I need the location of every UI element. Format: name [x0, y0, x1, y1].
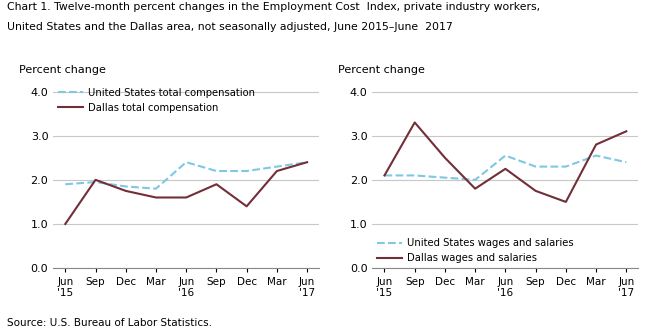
Dallas total compensation — [61, 222, 69, 226]
United States wages and salaries — [411, 173, 419, 177]
Dallas total compensation — [182, 196, 190, 200]
United States wages and salaries — [592, 154, 600, 158]
United States total compensation — [92, 180, 100, 184]
United States total compensation — [152, 187, 160, 191]
Dallas wages and salaries — [380, 173, 388, 177]
Dallas wages and salaries — [471, 187, 479, 191]
United States total compensation — [273, 165, 281, 168]
Dallas total compensation — [92, 178, 100, 182]
Line: Dallas total compensation: Dallas total compensation — [65, 162, 307, 224]
United States total compensation — [122, 184, 130, 188]
Legend: United States total compensation, Dallas total compensation: United States total compensation, Dallas… — [59, 88, 255, 113]
Line: United States wages and salaries: United States wages and salaries — [384, 156, 626, 180]
Dallas wages and salaries — [441, 156, 449, 160]
Dallas total compensation — [273, 169, 281, 173]
Legend: United States wages and salaries, Dallas wages and salaries: United States wages and salaries, Dallas… — [378, 238, 574, 263]
Text: United States and the Dallas area, not seasonally adjusted, June 2015–June  2017: United States and the Dallas area, not s… — [7, 22, 452, 31]
United States wages and salaries — [380, 173, 388, 177]
United States total compensation — [243, 169, 251, 173]
Text: Chart 1. Twelve-month percent changes in the Employment Cost  Index, private ind: Chart 1. Twelve-month percent changes in… — [7, 2, 540, 12]
United States wages and salaries — [441, 176, 449, 180]
United States total compensation — [61, 182, 69, 186]
Dallas wages and salaries — [592, 143, 600, 147]
Dallas wages and salaries — [562, 200, 570, 204]
Dallas total compensation — [152, 196, 160, 200]
Dallas wages and salaries — [501, 167, 509, 171]
Dallas total compensation — [303, 160, 311, 164]
Line: United States total compensation: United States total compensation — [65, 162, 307, 189]
United States wages and salaries — [562, 165, 570, 168]
Dallas wages and salaries — [531, 189, 539, 193]
Dallas total compensation — [243, 204, 251, 208]
Dallas total compensation — [212, 182, 220, 186]
Text: Source: U.S. Bureau of Labor Statistics.: Source: U.S. Bureau of Labor Statistics. — [7, 318, 211, 328]
Dallas total compensation — [122, 189, 130, 193]
United States wages and salaries — [501, 154, 509, 158]
Text: Percent change: Percent change — [338, 65, 425, 75]
United States wages and salaries — [471, 178, 479, 182]
Text: Percent change: Percent change — [19, 65, 106, 75]
United States total compensation — [212, 169, 220, 173]
Dallas wages and salaries — [411, 120, 419, 124]
Line: Dallas wages and salaries: Dallas wages and salaries — [384, 122, 626, 202]
United States total compensation — [303, 160, 311, 164]
United States wages and salaries — [531, 165, 539, 168]
United States wages and salaries — [622, 160, 630, 164]
Dallas wages and salaries — [622, 129, 630, 133]
United States total compensation — [182, 160, 190, 164]
